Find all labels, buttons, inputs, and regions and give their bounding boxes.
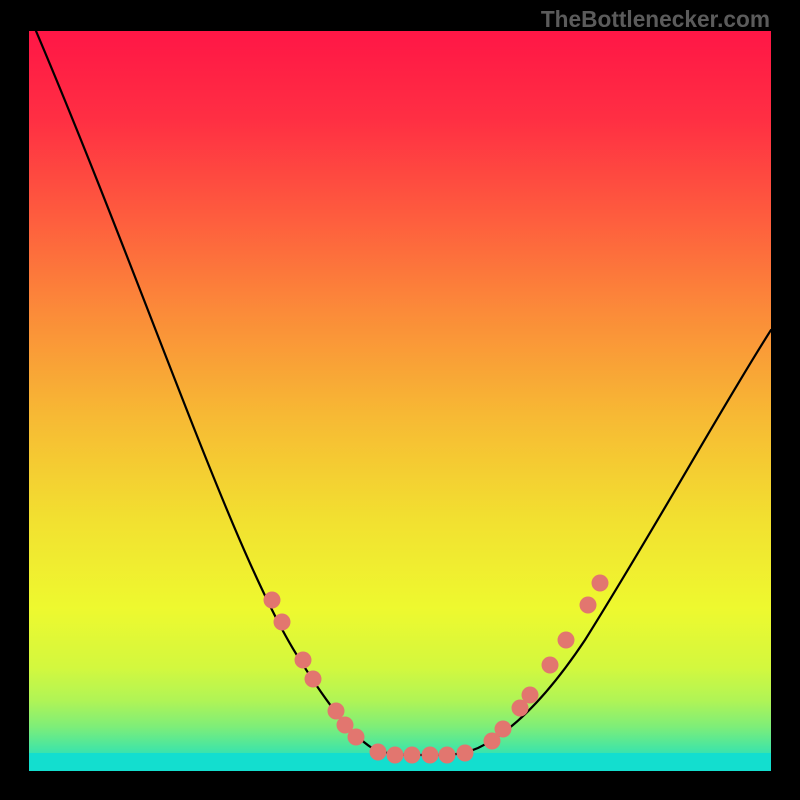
data-marker — [387, 747, 404, 764]
data-marker — [592, 575, 609, 592]
chart-frame: TheBottlenecker.com — [0, 0, 800, 800]
data-marker — [264, 592, 281, 609]
data-marker — [522, 687, 539, 704]
data-marker — [580, 597, 597, 614]
data-marker — [439, 747, 456, 764]
data-marker — [558, 632, 575, 649]
bottleneck-curve — [36, 31, 771, 755]
data-marker — [274, 614, 291, 631]
data-marker — [328, 703, 345, 720]
data-marker — [370, 744, 387, 761]
data-marker — [542, 657, 559, 674]
chart-svg — [0, 0, 800, 800]
data-marker — [348, 729, 365, 746]
data-marker — [404, 747, 421, 764]
data-marker — [295, 652, 312, 669]
data-marker — [495, 721, 512, 738]
watermark-text: TheBottlenecker.com — [541, 6, 770, 33]
data-marker — [457, 745, 474, 762]
data-marker — [305, 671, 322, 688]
data-marker — [422, 747, 439, 764]
